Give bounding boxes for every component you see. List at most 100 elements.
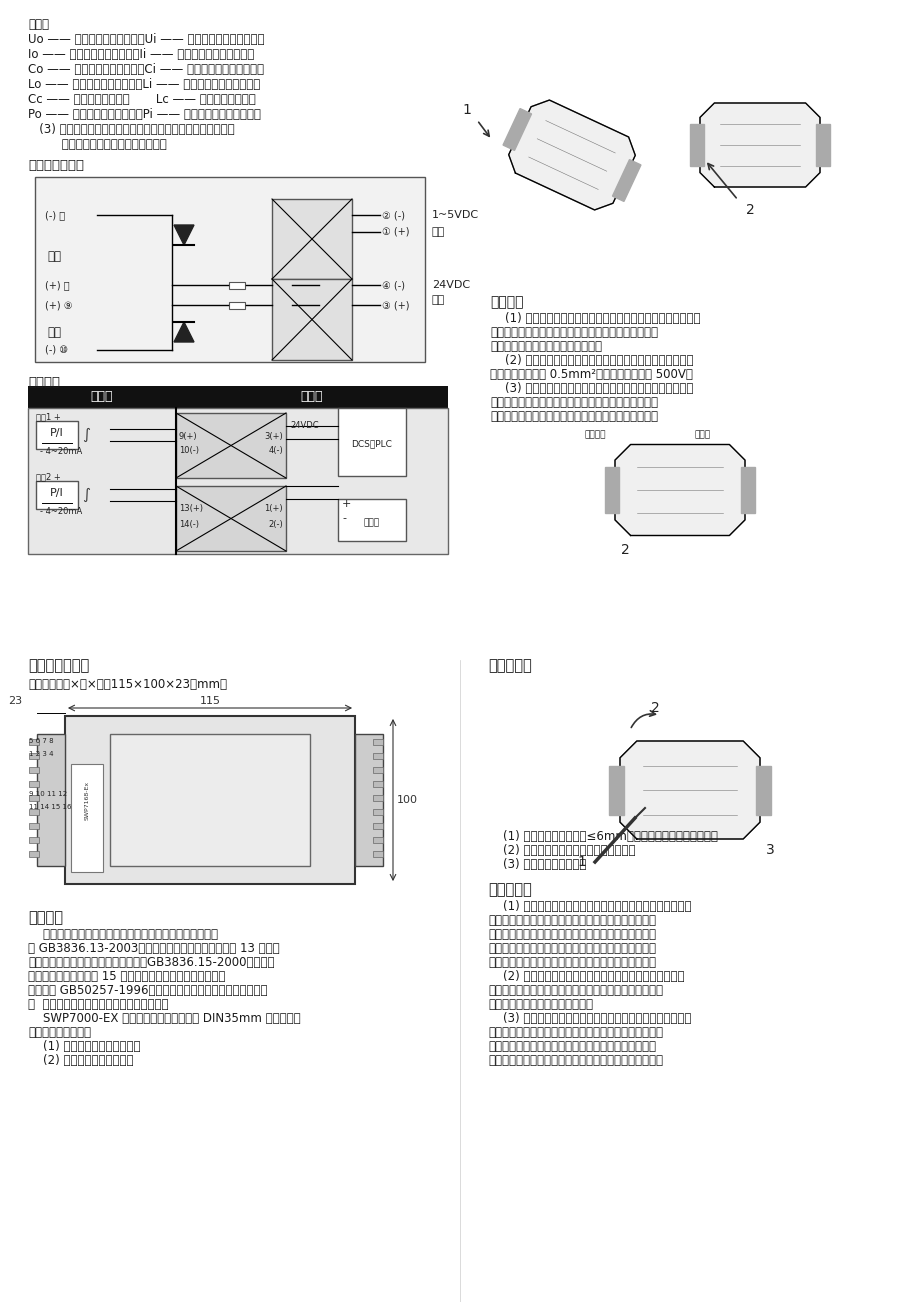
- Bar: [29, 837, 39, 842]
- Bar: [275, 281, 290, 289]
- Text: 24VDC: 24VDC: [432, 280, 470, 290]
- Text: 1: 1: [462, 103, 471, 117]
- Text: +: +: [342, 499, 351, 509]
- Bar: [372, 809, 382, 815]
- Bar: [29, 852, 39, 857]
- Text: 11 14 15 16: 11 14 15 16: [29, 805, 72, 810]
- Text: 有关防爆部门进行防爆试验并取得防爆合格证的仪表。: 有关防爆部门进行防爆试验并取得防爆合格证的仪表。: [487, 956, 655, 969]
- Text: 输出: 输出: [47, 250, 61, 263]
- Text: 境  电气装置施工及验收规范」的有关规定。: 境 电气装置施工及验收规范」的有关规定。: [28, 999, 168, 1010]
- Polygon shape: [619, 741, 759, 838]
- Polygon shape: [604, 467, 618, 513]
- Text: (2) 本安侧的配线宜选用有蓝色标记的本安导线，导线的软: (2) 本安侧的配线宜选用有蓝色标记的本安导线，导线的软: [490, 354, 693, 367]
- Bar: [372, 837, 382, 842]
- Bar: [176, 486, 286, 551]
- Bar: [71, 764, 103, 872]
- Bar: [29, 753, 39, 759]
- Text: 十一、拆卸: 十一、拆卸: [487, 658, 531, 673]
- Text: 气体环境用电气设备第 15 部分：危险场所电气安装（煎矿除: 气体环境用电气设备第 15 部分：危险场所电气安装（煎矿除: [28, 970, 225, 983]
- Bar: [272, 199, 352, 279]
- Polygon shape: [174, 322, 194, 342]
- Text: 或直接与本公司技术支持热线联系。如隔离式安全栅内: 或直接与本公司技术支持热线联系。如隔离式安全栅内: [487, 1040, 655, 1053]
- Text: 爆炸性气体环境用电气设备的检修」、GB3836.15-2000「爆炸性: 爆炸性气体环境用电气设备的检修」、GB3836.15-2000「爆炸性: [28, 956, 274, 969]
- Text: ∫: ∫: [82, 487, 90, 501]
- Text: (3) 隔离式安全栅本安端和非本安端的配线导线在汇线槽中: (3) 隔离式安全栅本安端和非本安端的配线导线在汇线槽中: [490, 381, 693, 395]
- Bar: [337, 499, 405, 542]
- Text: 2(-): 2(-): [268, 519, 283, 529]
- Polygon shape: [508, 100, 635, 210]
- Text: (3) 若其中有参数不明确，需要构成本安回路系统必须经国家: (3) 若其中有参数不明确，需要构成本安回路系统必须经国家: [28, 122, 234, 135]
- Text: (1) 用螺丝刀（刀口宽度≤6mm）插入仪表下端的金属卡槽；: (1) 用螺丝刀（刀口宽度≤6mm）插入仪表下端的金属卡槽；: [487, 829, 717, 842]
- Text: 其中：: 其中：: [28, 18, 49, 31]
- Bar: [176, 413, 286, 478]
- Text: 100: 100: [397, 796, 417, 805]
- Text: 危险区: 危险区: [91, 391, 113, 404]
- Text: Co —— 安全栅最大外部电容；Ci —— 一次仪表内部等效电容；: Co —— 安全栅最大外部电容；Ci —— 一次仪表内部等效电容；: [28, 62, 264, 76]
- Text: ③ (+): ③ (+): [381, 299, 409, 310]
- Text: (2) 螺丝刀向上推，把金属卡锁向下扔；: (2) 螺丝刀向上推，把金属卡锁向下扔；: [487, 844, 635, 857]
- Text: 2: 2: [650, 700, 659, 715]
- Text: 9 10 11 12: 9 10 11 12: [29, 792, 67, 797]
- Bar: [372, 781, 382, 786]
- Text: Io —— 安全栅最大输出电流；Ii —— 一次仪表最大输入电流；: Io —— 安全栅最大输出电流；Ii —— 一次仪表最大输入电流；: [28, 48, 254, 61]
- Text: 外）」及 GB50257-1996「电气装置安装工程爆炸和火灾危险环: 外）」及 GB50257-1996「电气装置安装工程爆炸和火灾危险环: [28, 984, 267, 997]
- Text: 3: 3: [765, 842, 774, 857]
- Text: 侧，不允许混有其他电源，包括其他本安电路的电源。: 侧，不允许混有其他电源，包括其他本安电路的电源。: [490, 410, 657, 423]
- Text: (3) 仪表向上拉出导轨。: (3) 仪表向上拉出导轨。: [487, 858, 585, 871]
- Bar: [229, 302, 244, 309]
- Text: 9(+): 9(+): [179, 431, 198, 440]
- Text: SWP7000-EX 系列隔离式安全栅均采用 DIN35mm 导轨安装方: SWP7000-EX 系列隔离式安全栅均采用 DIN35mm 导轨安装方: [28, 1012, 301, 1025]
- Text: 式，安装步骤如下：: 式，安装步骤如下：: [28, 1026, 91, 1039]
- Text: 安全区: 安全区: [301, 391, 323, 404]
- Polygon shape: [699, 103, 819, 187]
- Bar: [28, 408, 448, 553]
- Bar: [275, 302, 290, 309]
- Bar: [355, 734, 382, 866]
- Text: 输入: 输入: [432, 227, 445, 237]
- Text: (2) 严禁用兆欧表测试隔离式安全栅子之间的绵缘性。若: (2) 严禁用兆欧表测试隔离式安全栅子之间的绵缘性。若: [487, 970, 684, 983]
- Text: (3) 产品在出厂前均经过严格检验和质量控制，如发现工作: (3) 产品在出厂前均经过严格检验和质量控制，如发现工作: [487, 1012, 690, 1025]
- Text: 输出: 输出: [47, 326, 61, 339]
- Polygon shape: [612, 160, 641, 202]
- Text: 1: 1: [577, 855, 585, 868]
- Bar: [372, 740, 382, 745]
- Bar: [37, 734, 65, 866]
- Polygon shape: [503, 108, 531, 151]
- Text: 色标签）为通向危险侧的信号接线端，非本安端（黄色: 色标签）为通向危险侧的信号接线端，非本安端（黄色: [490, 326, 657, 339]
- Text: 通道1 +: 通道1 +: [36, 413, 61, 422]
- Bar: [110, 734, 310, 866]
- Text: 本安端: 本安端: [694, 431, 710, 440]
- Text: ④ (-): ④ (-): [381, 280, 404, 290]
- Polygon shape: [174, 225, 194, 245]
- Text: (1) 隔离式安全栅进行通电调试前，必须检查隔离式安全栅: (1) 隔离式安全栅进行通电调试前，必须检查隔离式安全栅: [487, 900, 691, 913]
- Text: (1) 仪表接线采用可拆卸的接线端子，方便使用。本安端（蓝: (1) 仪表接线采用可拆卸的接线端子，方便使用。本安端（蓝: [490, 312, 699, 326]
- Bar: [372, 753, 382, 759]
- Text: 2: 2: [620, 543, 629, 557]
- Text: 要检查系统绵缘的绵缘性时，应先断开全部隔离式安全栅: 要检查系统绵缘的绵缘性时，应先断开全部隔离式安全栅: [487, 984, 663, 997]
- Text: 部模块损坏需要维修或更换时，原则上应由制造厂承担。: 部模块损坏需要维修或更换时，原则上应由制造厂承担。: [487, 1055, 663, 1068]
- Text: DCS、PLC: DCS、PLC: [351, 440, 392, 448]
- Text: 非本安端: 非本安端: [584, 431, 606, 440]
- Text: 标签）为通向安全侧的信号接线端。: 标签）为通向安全侧的信号接线端。: [490, 340, 601, 353]
- Bar: [272, 279, 352, 359]
- Text: Lo —— 安全栅最大外部电感；Li —— 一次仪表内部等效电感；: Lo —— 安全栅最大外部电感；Li —— 一次仪表内部等效电感；: [28, 78, 260, 91]
- Text: 5 6 7 8: 5 6 7 8: [29, 738, 53, 743]
- Text: 否正确。凡与隔离式安全栅相连的现场仪表，均应备有: 否正确。凡与隔离式安全栅相连的现场仪表，均应备有: [487, 943, 655, 954]
- Polygon shape: [689, 124, 703, 165]
- Text: 1 2 3 4: 1 2 3 4: [29, 751, 53, 756]
- Text: (+) ⑭: (+) ⑭: [45, 280, 70, 290]
- Text: (-) ⑩: (-) ⑩: [45, 345, 68, 355]
- Bar: [36, 480, 78, 509]
- Text: 隔离式安全栅应安装在非危险场所，使用和维护应严格遵: 隔离式安全栅应安装在非危险场所，使用和维护应严格遵: [28, 928, 218, 941]
- Polygon shape: [815, 124, 829, 165]
- Bar: [229, 281, 244, 289]
- Text: - 4~20mA: - 4~20mA: [40, 448, 82, 457]
- Text: 十、接线: 十、接线: [490, 296, 523, 309]
- Text: 2: 2: [744, 203, 754, 217]
- Text: 九、安装: 九、安装: [28, 910, 62, 924]
- Text: 接线，否则会引起内部器件损坏。: 接线，否则会引起内部器件损坏。: [487, 999, 593, 1010]
- Text: 3(+): 3(+): [264, 431, 283, 440]
- Bar: [29, 796, 39, 801]
- Text: P/I: P/I: [50, 488, 63, 497]
- Bar: [337, 408, 405, 477]
